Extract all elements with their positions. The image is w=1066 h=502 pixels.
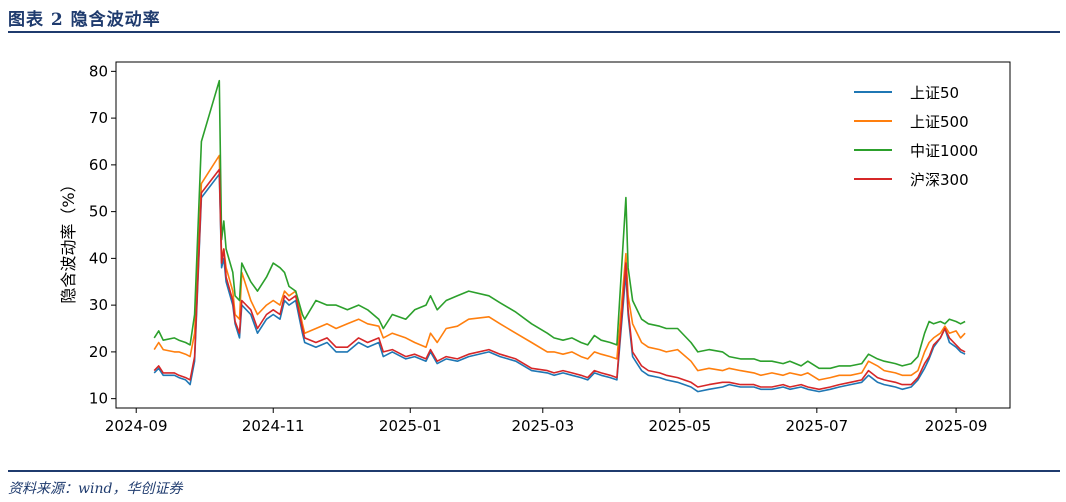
- axes: 10 20 30 40 50 60 70 80 2024-09 2024-11 2025-01 202…: [89, 61, 1011, 435]
- x-tick-label: 2025-05: [648, 417, 711, 435]
- y-axis-label: 隐含波动率（%）: [59, 176, 78, 303]
- legend-label: 上证500: [910, 113, 969, 131]
- y-tick-label: 70: [89, 109, 108, 127]
- legend-label: 上证50: [910, 84, 959, 102]
- source-note: 资料来源：wind，华创证券: [8, 481, 183, 497]
- y-tick-label: 30: [89, 296, 108, 314]
- series-line: [153, 79, 966, 370]
- y-tick-label: 60: [89, 156, 108, 174]
- y-tick-label: 10: [89, 390, 108, 408]
- series-line: [153, 168, 966, 391]
- plot-area: [153, 79, 966, 393]
- x-tick-label: 2025-03: [511, 417, 574, 435]
- plot-frame: [115, 61, 1011, 409]
- y-tick-label: 80: [89, 62, 108, 80]
- figure-title: 图表 2 隐含波动率: [8, 10, 161, 30]
- legend: 上证50 上证500 中证1000 沪深300: [854, 84, 978, 189]
- header-rule: [8, 31, 1060, 33]
- x-tick-label: 2025-07: [785, 417, 848, 435]
- legend-label: 中证1000: [910, 142, 978, 160]
- footer-rule: [8, 470, 1060, 472]
- series-line: [153, 154, 966, 381]
- series-line: [153, 173, 966, 393]
- x-tick-label: 2024-11: [242, 417, 305, 435]
- x-tick-label: 2024-09: [105, 417, 168, 435]
- legend-label: 沪深300: [910, 171, 969, 189]
- y-tick-label: 40: [89, 249, 108, 267]
- x-tick-label: 2025-09: [925, 417, 988, 435]
- report-header: 图表 2 隐含波动率: [0, 0, 1066, 34]
- y-tick-label: 20: [89, 343, 108, 361]
- y-tick-label: 50: [89, 203, 108, 221]
- x-tick-label: 2025-01: [379, 417, 442, 435]
- implied-volatility-chart: 10 20 30 40 50 60 70 80 2024-09 2024-11 2025-01 202…: [59, 61, 1011, 435]
